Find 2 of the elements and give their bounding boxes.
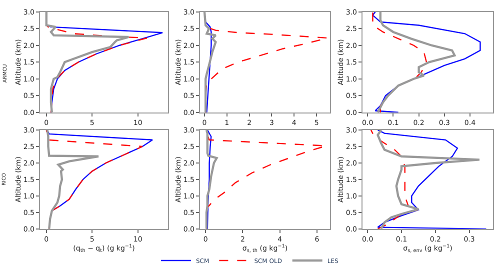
line-series	[206, 130, 212, 229]
line-series	[372, 12, 481, 112]
